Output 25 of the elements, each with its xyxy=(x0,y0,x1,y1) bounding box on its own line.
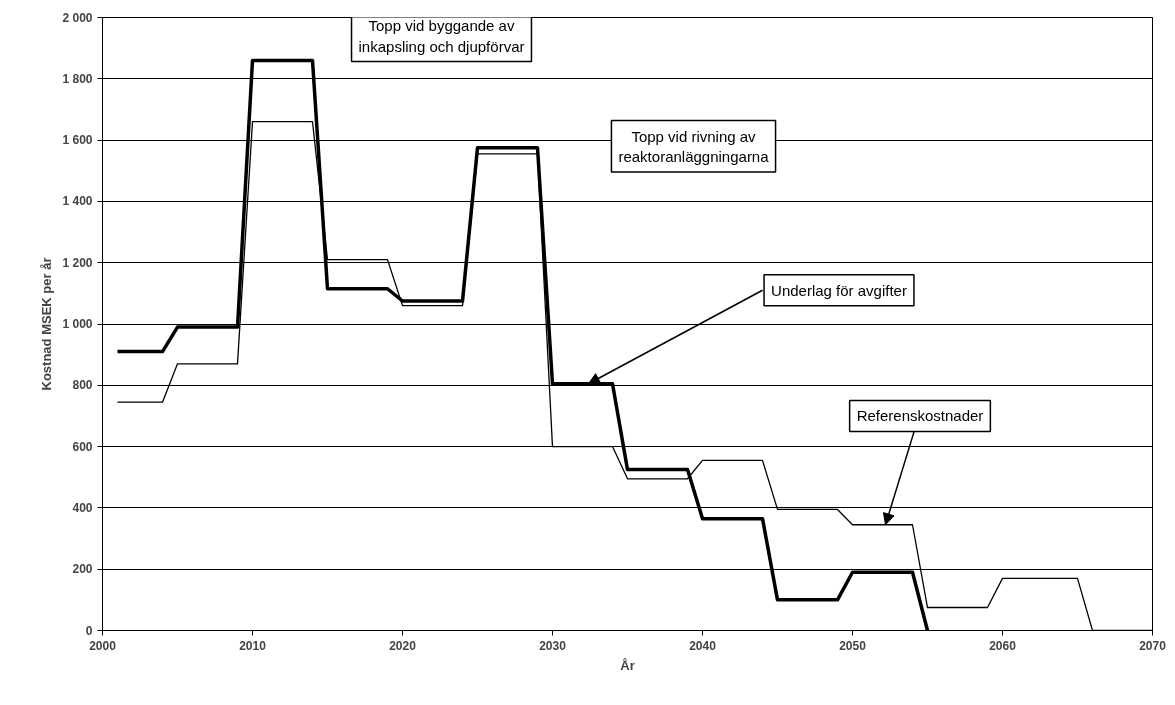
y-tick-label: 2 000 xyxy=(62,10,93,25)
annotation: Underlag för avgifter xyxy=(771,281,907,299)
annotation: Referenskostnader xyxy=(856,407,984,425)
x-tick-label: 2050 xyxy=(839,638,867,653)
y-tick-label: 400 xyxy=(72,500,93,515)
x-tick-label: 2000 xyxy=(89,638,117,653)
x-tick-label: 2010 xyxy=(239,638,267,653)
y-tick-label: 800 xyxy=(72,378,93,393)
y-axis-title: Kostnad MSEK per år xyxy=(39,257,55,391)
y-tick-label: 600 xyxy=(72,439,93,454)
y-tick-label: 200 xyxy=(72,562,93,577)
y-tick-label: 1 400 xyxy=(62,194,93,209)
annotation: Topp vid byggande av inkapsling och djupförvar xyxy=(358,17,525,55)
y-tick-label: 1 800 xyxy=(62,71,93,86)
x-tick-label: 2020 xyxy=(389,638,417,653)
x-axis-title: År xyxy=(620,657,635,673)
x-tick-label: 2030 xyxy=(539,638,567,653)
x-tick-label: 2060 xyxy=(989,638,1017,653)
y-tick-label: 1 600 xyxy=(62,133,93,148)
y-tick-label: 1 000 xyxy=(62,317,93,331)
y-tick-label: 1 200 xyxy=(62,255,93,270)
y-tick-label: 0 xyxy=(85,623,93,638)
x-tick-label: 2040 xyxy=(689,638,717,653)
x-tick-label: 2070 xyxy=(1139,638,1167,653)
annotation: Topp vid rivning av reaktoranläggningarna xyxy=(618,127,770,165)
